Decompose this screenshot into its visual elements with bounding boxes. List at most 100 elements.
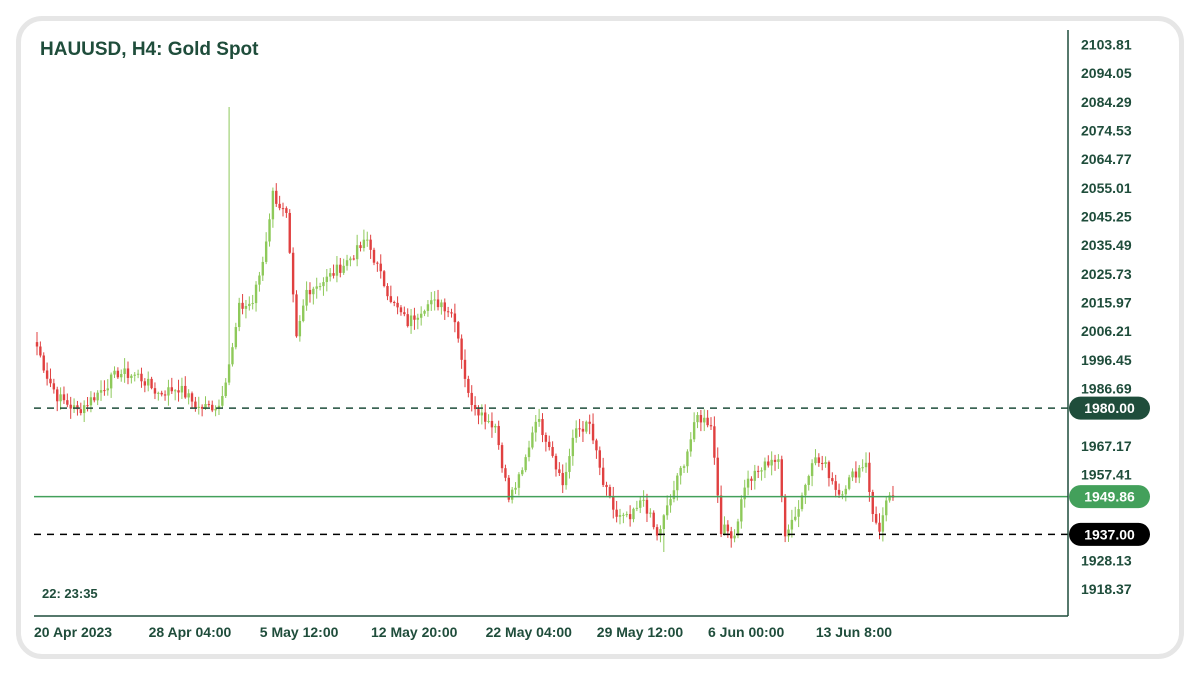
candle-body [804, 484, 807, 496]
candle-body [581, 428, 585, 432]
candle-body [248, 303, 251, 307]
candle-body [66, 400, 69, 405]
candle-body [642, 499, 645, 501]
candle-body [831, 478, 834, 482]
candle-body [379, 263, 382, 272]
candle-body [726, 524, 730, 532]
candle-body [440, 302, 443, 308]
candle-body [682, 466, 686, 468]
candle-body [443, 302, 446, 312]
candle-body [436, 299, 440, 308]
y-tick-label: 1996.45 [1081, 352, 1132, 368]
candle-body [254, 284, 258, 304]
y-tick-label: 2015.97 [1081, 294, 1132, 310]
candle-body [834, 481, 837, 490]
candle-body [510, 489, 514, 500]
candle-body [541, 419, 544, 436]
candle-body [342, 265, 345, 273]
candle-body [746, 478, 750, 488]
candle-body [345, 260, 349, 266]
candle-body [453, 313, 457, 323]
candle-body [692, 422, 696, 440]
candle-body [480, 412, 484, 416]
candle-body [477, 409, 480, 416]
candle-body [470, 392, 473, 406]
candle-body [187, 393, 190, 398]
candle-body [76, 405, 79, 410]
candle-body [551, 447, 554, 456]
candle-body [861, 467, 864, 469]
candle-body [854, 471, 858, 478]
candle-body [709, 425, 713, 427]
candle-body [767, 461, 770, 466]
candle-body [372, 249, 376, 263]
candle-body [450, 312, 453, 314]
candle-body [588, 421, 591, 424]
candle-body [59, 394, 62, 402]
candle-body [504, 468, 507, 478]
candle-body [244, 306, 248, 309]
current-badge-label: 1949.86 [1084, 489, 1135, 505]
candle-body [821, 462, 824, 464]
y-tick-label: 2025.73 [1081, 266, 1132, 282]
y-tick-label: 1918.37 [1081, 581, 1132, 597]
candle-body [419, 313, 423, 318]
candle-body [82, 405, 86, 414]
candle-body [204, 404, 207, 409]
candle-body [669, 499, 672, 506]
candle-body [366, 239, 369, 241]
candle-body [706, 417, 709, 426]
candle-body [507, 477, 510, 500]
candle-body [473, 405, 477, 410]
candle-body [268, 219, 271, 242]
x-tick-label: 5 May 12:00 [260, 624, 339, 640]
candle-body [740, 499, 743, 522]
candle-body [689, 439, 692, 452]
candle-body [561, 472, 564, 486]
candle-body [362, 239, 366, 249]
candle-body [295, 294, 298, 337]
candle-body [521, 470, 524, 475]
candle-body [568, 456, 571, 472]
candle-body [103, 390, 106, 392]
candle-body [153, 388, 157, 394]
candle-body [639, 500, 642, 508]
candle-body [221, 396, 224, 406]
candle-body [575, 428, 578, 438]
candle-body [591, 423, 595, 441]
candle-body [96, 392, 99, 401]
candle-body [878, 522, 881, 532]
candle-body [841, 494, 844, 496]
candle-body [790, 519, 794, 530]
candle-body [281, 208, 285, 210]
candle-body [885, 500, 888, 516]
candle-body [760, 470, 763, 472]
candle-body [325, 276, 329, 283]
candle-body [645, 499, 649, 514]
candle-body [298, 320, 302, 337]
candle-body [490, 420, 494, 428]
candle-body [241, 302, 244, 309]
candle-body [598, 450, 601, 468]
candle-body [278, 203, 281, 209]
candle-body [770, 459, 773, 466]
candle-body [157, 392, 160, 394]
candle-body [662, 515, 666, 530]
candle-body [797, 509, 800, 517]
candle-body [349, 258, 352, 261]
candle-body [534, 421, 537, 433]
candle-body [679, 467, 682, 476]
current-badge [1069, 485, 1150, 509]
candle-body [497, 425, 500, 446]
y-tick-label: 2084.29 [1081, 94, 1132, 110]
candle-body [514, 487, 517, 490]
candle-body [460, 338, 463, 360]
candle-body [517, 474, 521, 488]
candle-body [42, 355, 45, 371]
candle-body [622, 514, 625, 516]
candle-body [369, 239, 372, 250]
candle-body [827, 462, 831, 479]
candle-body [544, 435, 548, 442]
candle-body [605, 484, 608, 488]
candle-body [723, 524, 726, 535]
